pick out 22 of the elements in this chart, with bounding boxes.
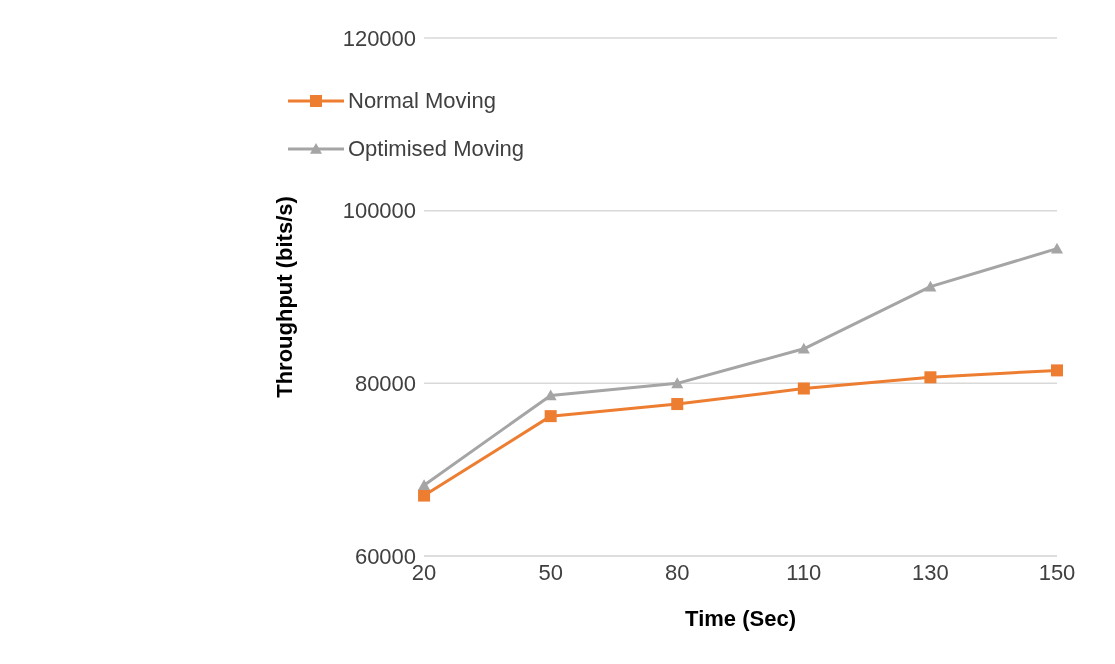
legend-label: Optimised Moving — [348, 136, 525, 162]
y-tick-label: 120000 — [342, 25, 417, 51]
y-axis-title: Throughput (bits/s) — [271, 196, 297, 398]
point — [544, 410, 557, 423]
point — [671, 398, 684, 411]
point — [924, 280, 937, 292]
x-tick-label: 130 — [912, 559, 949, 585]
x-tick-label: 110 — [786, 559, 822, 585]
point — [924, 371, 937, 384]
x-tick-label: 50 — [538, 559, 563, 585]
y-tick-label: 100000 — [342, 198, 417, 224]
point — [797, 342, 810, 354]
x-tick-label: 80 — [665, 559, 690, 585]
point — [418, 489, 431, 502]
point — [671, 377, 684, 389]
legend-label: Normal Moving — [348, 88, 496, 114]
point — [797, 382, 810, 395]
y-tick-label: 80000 — [354, 371, 417, 397]
x-tick-label: 150 — [1038, 559, 1076, 585]
point — [418, 479, 431, 491]
point — [1051, 364, 1063, 377]
x-axis-title: Time (Sec) — [685, 606, 796, 631]
